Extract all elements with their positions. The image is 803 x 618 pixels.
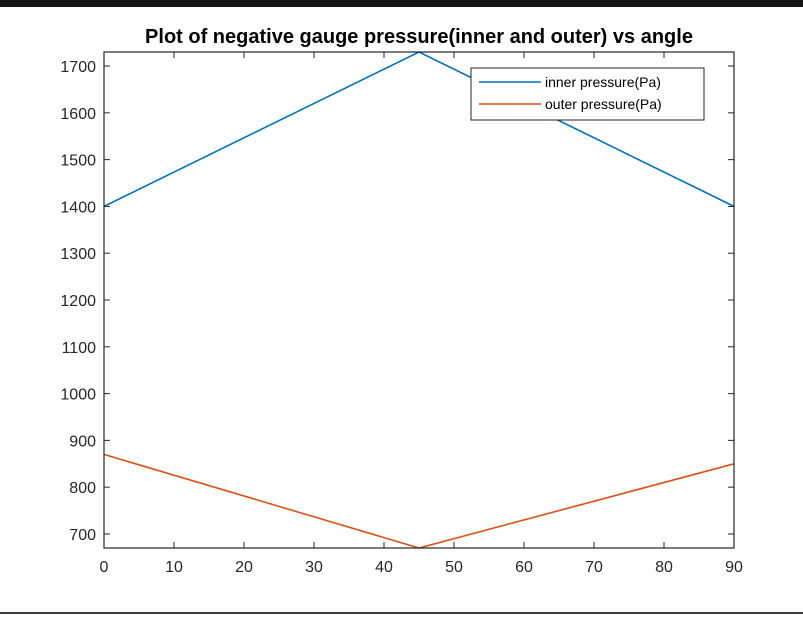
y-tick-label: 1700 <box>60 59 96 76</box>
x-tick-label: 90 <box>725 559 743 576</box>
y-tick-label: 900 <box>69 433 96 450</box>
x-tick-label: 0 <box>100 559 109 576</box>
legend-box <box>470 67 705 121</box>
x-tick-label: 50 <box>445 559 463 576</box>
legend-label-1: inner pressure(Pa) <box>545 74 661 90</box>
x-tick-label: 20 <box>235 559 253 576</box>
x-tick-label: 10 <box>165 559 183 576</box>
plot-area <box>104 52 734 548</box>
bottom-divider <box>0 612 803 614</box>
y-tick-label: 1500 <box>60 153 96 170</box>
y-tick-label: 1400 <box>60 199 96 216</box>
window-top-bar <box>0 0 803 7</box>
x-tick-label: 80 <box>655 559 673 576</box>
plot-background <box>104 52 734 548</box>
x-tick-label: 30 <box>305 559 323 576</box>
y-tick-label: 1600 <box>60 106 96 123</box>
legend-label-2: outer pressure(Pa) <box>545 96 662 112</box>
y-tick-label: 1200 <box>60 293 96 310</box>
y-tick-label: 800 <box>69 480 96 497</box>
y-tick-label: 1300 <box>60 246 96 263</box>
x-tick-label: 70 <box>585 559 603 576</box>
chart-title: Plot of negative gauge pressure(inner an… <box>145 26 693 48</box>
y-tick-label: 1100 <box>62 340 97 357</box>
y-tick-label: 1000 <box>60 387 96 404</box>
axes-layer: 0 10 20 30 40 50 60 70 80 90 700 800 900 1000 1100 1200… <box>60 51 743 576</box>
legend: inner pressure(Pa) outer pressure(Pa) <box>470 67 705 121</box>
x-tick-label: 40 <box>375 559 393 576</box>
x-tick-label: 60 <box>515 559 533 576</box>
y-tick-label: 700 <box>69 527 96 544</box>
